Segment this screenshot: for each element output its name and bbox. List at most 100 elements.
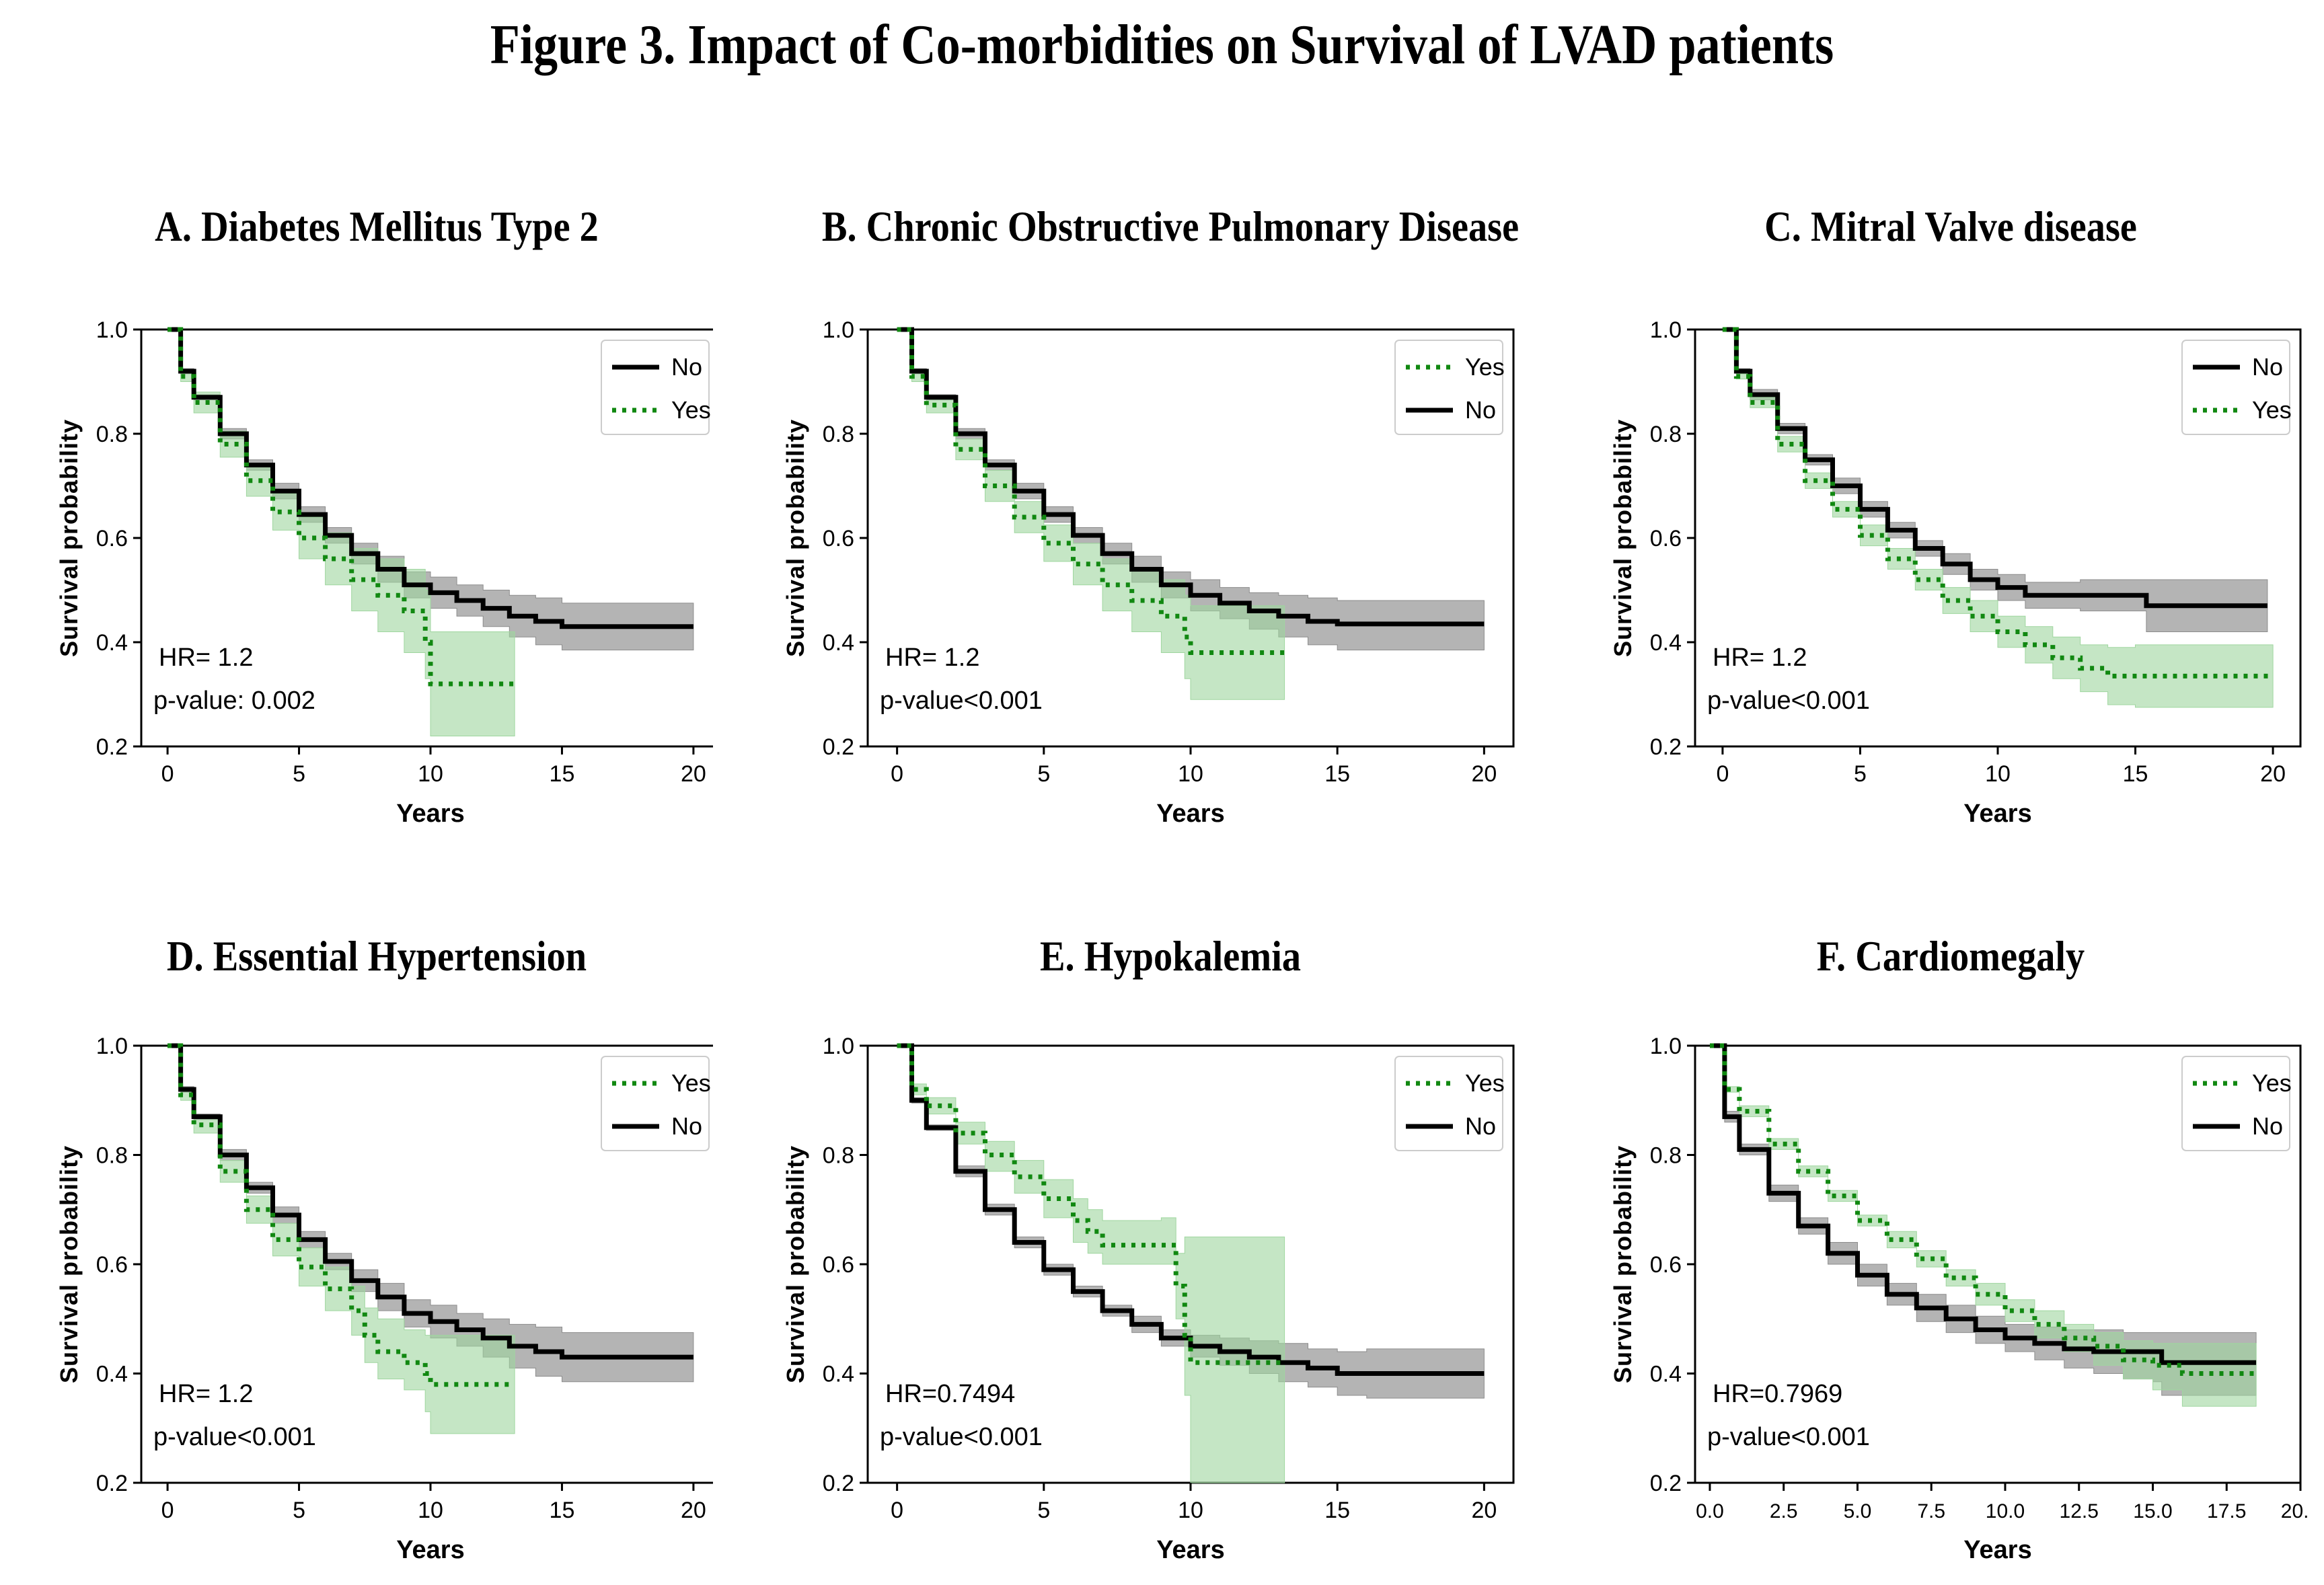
panel-c-xtick-label: 0 xyxy=(1716,761,1729,787)
panel-b-ytick-label: 0.6 xyxy=(823,526,854,551)
panel-a-ytick-label: 0.4 xyxy=(96,630,128,656)
panel-e-ylabel: Survival probability xyxy=(782,1145,809,1383)
panel-d-xtick-label: 0 xyxy=(161,1498,174,1523)
panel-b-pvalue-annotation: p-value<0.001 xyxy=(880,687,1043,715)
panel-a-xlabel: Years xyxy=(396,800,464,828)
panel-e-pvalue-annotation: p-value<0.001 xyxy=(880,1423,1043,1451)
panel-e: E. Hypokalemia 0.2 0.4 0.6 0.8 1.0 0 5 10 15 20 Ye… xyxy=(767,931,1574,1577)
panel-b-xtick-label: 10 xyxy=(1178,761,1203,787)
panel-e-yes-confidence-band xyxy=(897,1045,1285,1483)
panel-f-xtick-label: 0.0 xyxy=(1696,1500,1724,1522)
panel-a-ytick-label: 0.2 xyxy=(96,734,128,760)
panel-f-title: F. Cardiomegaly xyxy=(1816,932,2085,980)
panel-d-xlabel: Years xyxy=(396,1536,464,1564)
panel-f-xtick-label: 2.5 xyxy=(1770,1500,1798,1522)
panel-a-yes-confidence-band xyxy=(167,329,515,736)
panel-c-xtick-label: 20 xyxy=(2260,761,2286,787)
panel-e-xtick-label: 20 xyxy=(1471,1498,1497,1523)
panel-e-ytick-label: 1.0 xyxy=(823,1034,854,1059)
panel-d-legend-label-yes: Yes xyxy=(671,1069,711,1097)
panel-b-title: B. Chronic Obstructive Pulmonary Disease xyxy=(821,202,1520,250)
panel-e-ytick-label: 0.8 xyxy=(823,1143,854,1169)
panel-e-chart: 0.2 0.4 0.6 0.8 1.0 0 5 10 15 20 Years Survival pro… xyxy=(782,1034,1515,1564)
panel-e-xtick-label: 10 xyxy=(1178,1498,1203,1523)
panel-b-xtick-label: 0 xyxy=(891,761,903,787)
panel-b-chart: 0.2 0.4 0.6 0.8 1.0 0 5 10 15 20 Years Survival pro… xyxy=(782,317,1515,828)
panel-c-xlabel: Years xyxy=(1963,800,2031,828)
panel-f-pvalue-annotation: p-value<0.001 xyxy=(1707,1423,1870,1451)
panel-f-no-confidence-band xyxy=(1710,1045,2257,1396)
panel-e-xtick-label: 15 xyxy=(1324,1498,1350,1523)
panel-f-xtick-label: 15.0 xyxy=(2133,1500,2172,1522)
panel-c-chart: 0.2 0.4 0.6 0.8 1.0 0 5 10 15 20 Years Survival pro… xyxy=(1609,317,2302,828)
panel-f-yes-curve xyxy=(1710,1043,2257,1376)
panel-e-legend-label-no: No xyxy=(1465,1112,1496,1140)
panel-b-ylabel: Survival probability xyxy=(782,419,809,657)
panel-c-ytick-label: 0.4 xyxy=(1650,630,1682,656)
panel-e-ytick-label: 0.4 xyxy=(823,1362,854,1387)
panel-c-xtick-label: 5 xyxy=(1854,761,1867,787)
panel-f-ytick-label: 0.2 xyxy=(1650,1471,1682,1496)
panel-b-legend-label-no: No xyxy=(1465,396,1496,424)
panel-c-ytick-label: 1.0 xyxy=(1650,317,1682,343)
panel-f-yes-confidence-band xyxy=(1710,1045,2257,1407)
panel-d-xtick-label: 5 xyxy=(293,1498,305,1523)
panel-e-hr-annotation: HR=0.7494 xyxy=(885,1380,1015,1408)
panel-c-xtick-label: 10 xyxy=(1985,761,2011,787)
panel-f-xtick-label: 17.5 xyxy=(2207,1500,2246,1522)
panel-d-hr-annotation: HR= 1.2 xyxy=(159,1380,253,1408)
panel-b-yes-confidence-band xyxy=(897,329,1285,700)
panel-b-yes-curve xyxy=(897,327,1285,655)
panel-b-ytick-label: 0.8 xyxy=(823,422,854,447)
panel-f-xlabel: Years xyxy=(1963,1536,2031,1564)
panel-f-ytick-label: 0.6 xyxy=(1650,1252,1682,1278)
panel-d-ytick-label: 0.2 xyxy=(96,1471,128,1496)
panel-c-no-curve xyxy=(1722,327,2267,609)
panel-e-legend-label-yes: Yes xyxy=(1465,1069,1505,1097)
panel-f-ytick-label: 0.8 xyxy=(1650,1143,1682,1169)
panel-c-pvalue-annotation: p-value<0.001 xyxy=(1707,687,1870,715)
panel-d-xtick-label: 20 xyxy=(681,1498,706,1523)
panel-f-ytick-label: 1.0 xyxy=(1650,1034,1682,1059)
panel-c-yes-curve xyxy=(1722,327,2274,679)
panel-e-xtick-label: 5 xyxy=(1037,1498,1050,1523)
panel-d-chart: 0.2 0.4 0.6 0.8 1.0 0 5 10 15 20 Years Survival pro… xyxy=(55,1034,713,1564)
panel-b: B. Chronic Obstructive Pulmonary Disease… xyxy=(767,202,1574,861)
panel-c-no-confidence-band xyxy=(1722,329,2268,632)
panel-d-xtick-label: 10 xyxy=(418,1498,443,1523)
panel-a-hr-annotation: HR= 1.2 xyxy=(159,644,253,672)
panel-d-legend-label-no: No xyxy=(671,1112,702,1140)
panel-c-xtick-label: 15 xyxy=(2123,761,2148,787)
panel-c: C. Mitral Valve disease 0.2 0.4 0.6 0.8 1.0 0… xyxy=(1594,202,2307,861)
panel-c-ytick-label: 0.8 xyxy=(1650,422,1682,447)
panel-a-legend xyxy=(601,340,710,435)
panel-f-ytick-label: 0.4 xyxy=(1650,1362,1682,1387)
panel-d: D. Essential Hypertension 0.2 0.4 0.6 0.8 1.… xyxy=(40,931,713,1577)
panel-f-legend-label-yes: Yes xyxy=(2252,1069,2292,1097)
panel-c-legend-label-yes: Yes xyxy=(2252,396,2292,424)
figure-title: Figure 3. Impact of Co-morbidities on Su… xyxy=(490,13,1834,76)
panel-e-no-curve xyxy=(897,1043,1485,1376)
panel-f-ylabel: Survival probability xyxy=(1609,1145,1637,1383)
panel-c-legend xyxy=(2181,340,2290,435)
panel-c-ylabel: Survival probability xyxy=(1609,419,1637,657)
panel-b-xtick-label: 20 xyxy=(1471,761,1497,787)
panel-d-xtick-label: 15 xyxy=(550,1498,575,1523)
panel-e-xtick-label: 0 xyxy=(891,1498,903,1523)
panel-e-xlabel: Years xyxy=(1156,1536,1224,1564)
panel-d-title: D. Essential Hypertension xyxy=(166,932,587,980)
panel-b-xlabel: Years xyxy=(1156,800,1224,828)
panel-a-legend-label-no: No xyxy=(671,353,702,381)
panel-c-ytick-label: 0.6 xyxy=(1650,526,1682,551)
panel-b-hr-annotation: HR= 1.2 xyxy=(885,644,979,672)
panel-b-xtick-label: 5 xyxy=(1037,761,1050,787)
panel-a-legend-label-yes: Yes xyxy=(671,396,711,424)
panel-d-ytick-label: 0.8 xyxy=(96,1143,128,1169)
panel-b-ytick-label: 0.2 xyxy=(823,734,854,760)
panel-b-ytick-label: 1.0 xyxy=(823,317,854,343)
panel-f: F. Cardiomegaly 0.2 0.4 0.6 0.8 1.0 0.0 2.5 5.0… xyxy=(1594,931,2307,1577)
panel-a-xtick-label: 5 xyxy=(293,761,305,787)
panel-d-ytick-label: 0.4 xyxy=(96,1362,128,1387)
panel-a: A. Diabetes Mellitus Type 2 0.2 0.4 0.6 0.8… xyxy=(40,202,713,861)
panel-a-ytick-label: 0.8 xyxy=(96,422,128,447)
